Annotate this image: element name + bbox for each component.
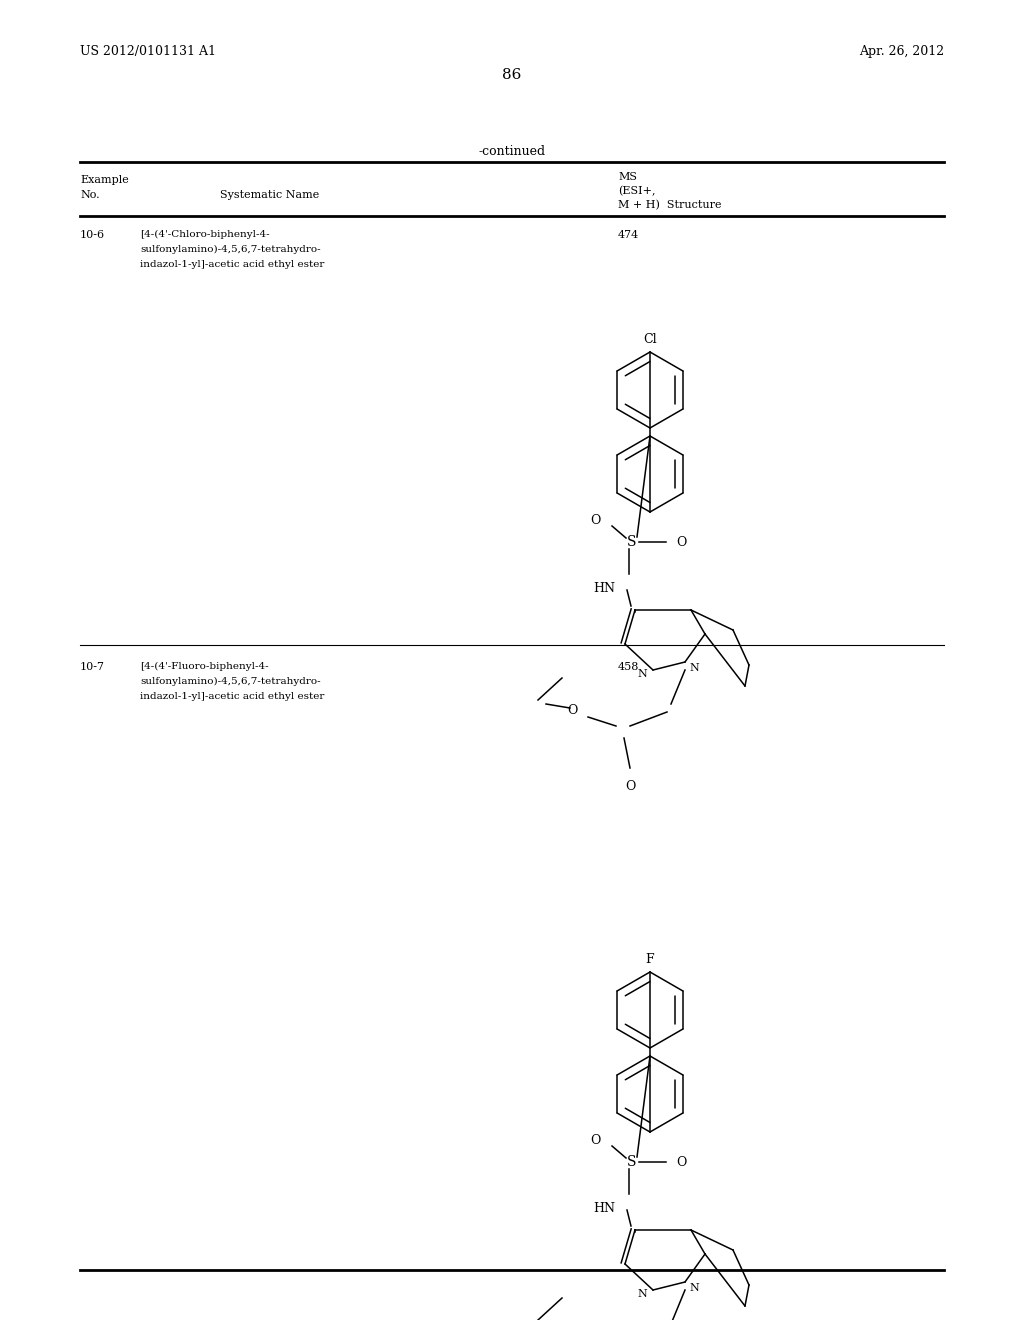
Text: S: S bbox=[628, 1155, 637, 1170]
Text: 86: 86 bbox=[503, 69, 521, 82]
Text: 10-6: 10-6 bbox=[80, 230, 105, 240]
Text: indazol-1-yl]-acetic acid ethyl ester: indazol-1-yl]-acetic acid ethyl ester bbox=[140, 692, 325, 701]
Text: [4-(4'-Fluoro-biphenyl-4-: [4-(4'-Fluoro-biphenyl-4- bbox=[140, 663, 268, 671]
Text: Cl: Cl bbox=[643, 333, 656, 346]
Text: Example: Example bbox=[80, 176, 129, 185]
Text: 10-7: 10-7 bbox=[80, 663, 105, 672]
Text: N: N bbox=[689, 663, 698, 673]
Text: 474: 474 bbox=[618, 230, 639, 240]
Text: Apr. 26, 2012: Apr. 26, 2012 bbox=[859, 45, 944, 58]
Text: 458: 458 bbox=[618, 663, 639, 672]
Text: S: S bbox=[628, 535, 637, 549]
Text: N: N bbox=[637, 1290, 647, 1299]
Text: O: O bbox=[625, 780, 635, 793]
Text: US 2012/0101131 A1: US 2012/0101131 A1 bbox=[80, 45, 216, 58]
Text: sulfonylamino)-4,5,6,7-tetrahydro-: sulfonylamino)-4,5,6,7-tetrahydro- bbox=[140, 677, 321, 686]
Text: O: O bbox=[591, 1134, 601, 1147]
Text: -continued: -continued bbox=[478, 145, 546, 158]
Text: O: O bbox=[676, 1155, 686, 1168]
Text: HN: HN bbox=[593, 582, 615, 595]
Text: indazol-1-yl]-acetic acid ethyl ester: indazol-1-yl]-acetic acid ethyl ester bbox=[140, 260, 325, 269]
Text: M + H)  Structure: M + H) Structure bbox=[618, 201, 722, 210]
Text: O: O bbox=[676, 536, 686, 549]
Text: No.: No. bbox=[80, 190, 99, 201]
Text: Systematic Name: Systematic Name bbox=[220, 190, 319, 201]
Text: N: N bbox=[637, 669, 647, 678]
Text: [4-(4'-Chloro-biphenyl-4-: [4-(4'-Chloro-biphenyl-4- bbox=[140, 230, 269, 239]
Text: O: O bbox=[567, 704, 578, 717]
Text: sulfonylamino)-4,5,6,7-tetrahydro-: sulfonylamino)-4,5,6,7-tetrahydro- bbox=[140, 246, 321, 255]
Text: F: F bbox=[646, 953, 654, 966]
Text: MS: MS bbox=[618, 172, 637, 182]
Text: O: O bbox=[591, 513, 601, 527]
Text: (ESI+,: (ESI+, bbox=[618, 186, 655, 197]
Text: N: N bbox=[689, 1283, 698, 1294]
Text: HN: HN bbox=[593, 1203, 615, 1214]
